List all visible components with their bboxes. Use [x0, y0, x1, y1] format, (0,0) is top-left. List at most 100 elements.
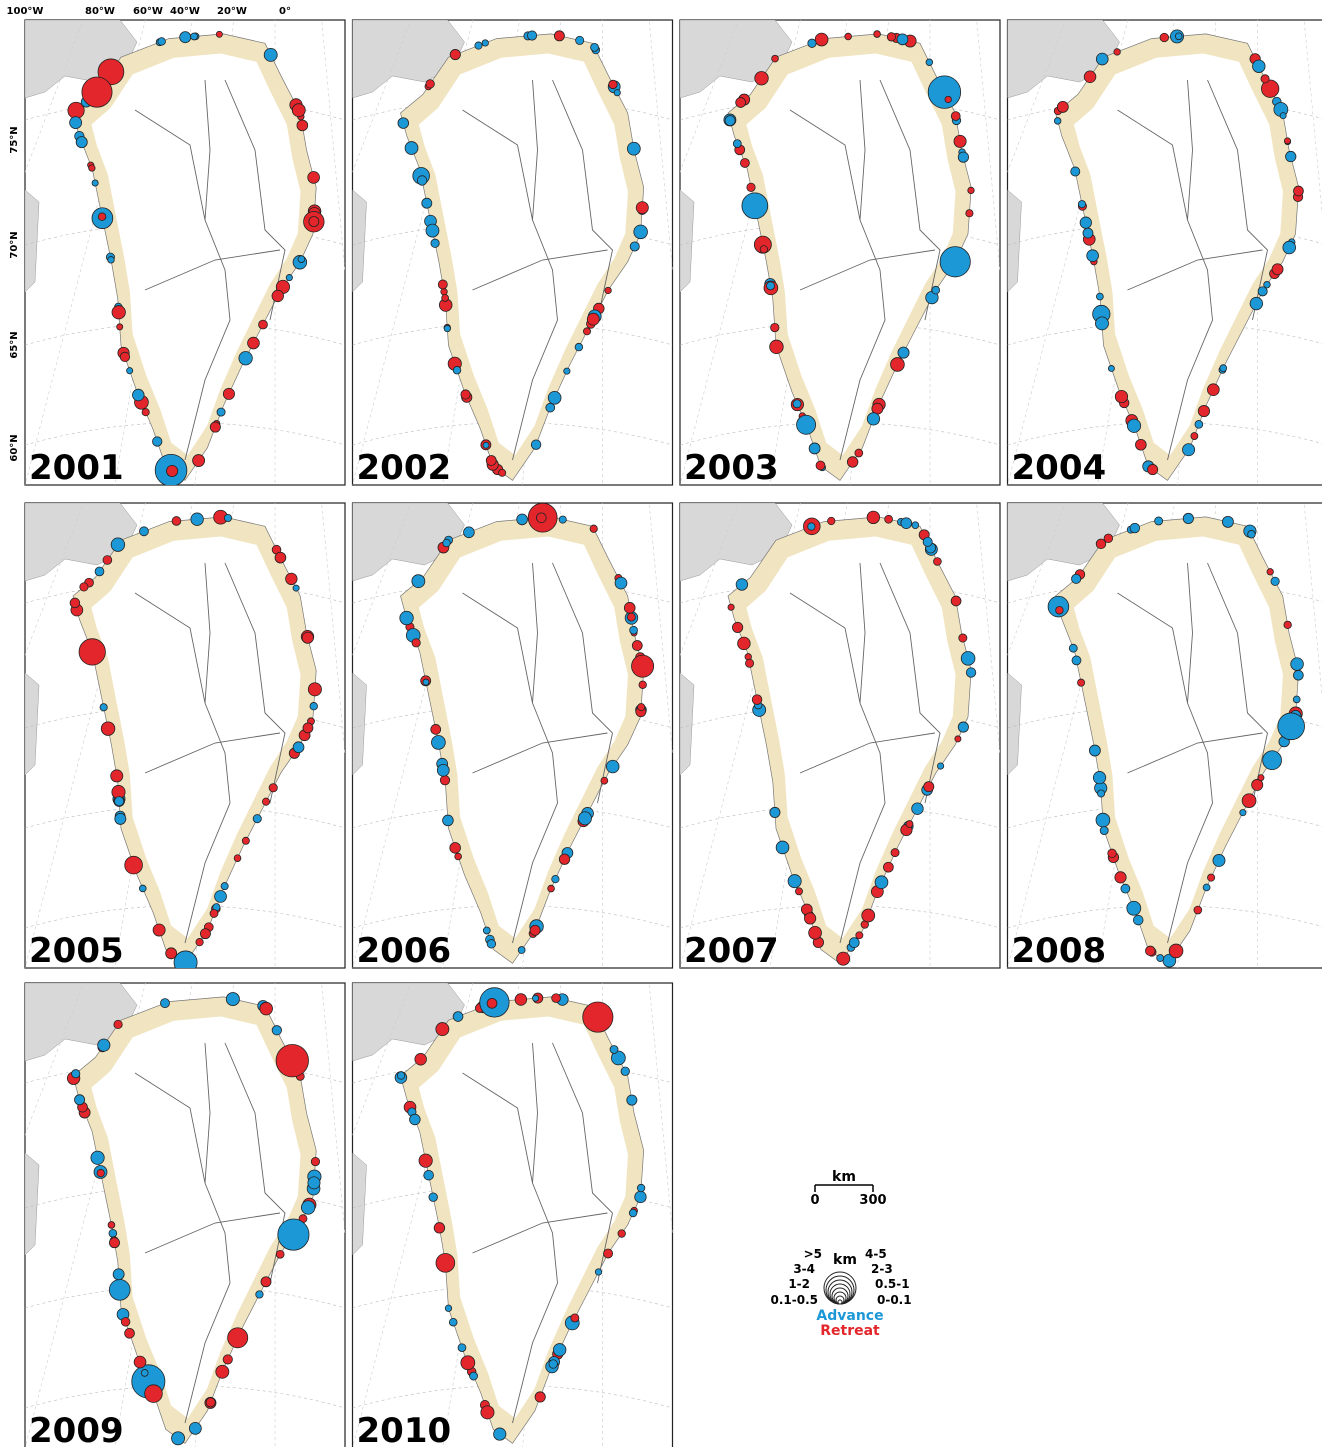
longitude-label: 0° [279, 6, 291, 17]
glacier-marker [736, 579, 748, 591]
glacier-marker [482, 40, 488, 46]
glacier-marker [1220, 365, 1227, 372]
glacier-marker [397, 1072, 405, 1080]
glacier-marker [747, 183, 755, 191]
glacier-marker [552, 994, 561, 1003]
glacier-marker [303, 723, 313, 733]
glacier-marker [1213, 854, 1225, 866]
glacier-marker [1183, 513, 1193, 523]
glacier-marker [139, 527, 148, 536]
glacier-marker [1240, 810, 1246, 816]
glacier-marker [583, 1002, 613, 1032]
glacier-marker [309, 216, 319, 226]
glacier-marker [738, 637, 751, 650]
glacier-marker [450, 842, 461, 853]
glacier-marker [966, 210, 973, 217]
glacier-marker [174, 951, 197, 974]
glacier-marker [815, 33, 828, 46]
glacier-marker [1203, 884, 1210, 891]
glacier-marker [461, 1356, 475, 1370]
glacier-marker [770, 340, 784, 354]
glacier-marker [412, 575, 425, 588]
glacier-marker [867, 413, 879, 425]
glacier-marker [891, 358, 905, 372]
glacier-marker [527, 31, 536, 40]
glacier-marker [152, 437, 161, 446]
glacier-marker [1294, 186, 1304, 196]
glacier-marker [210, 910, 218, 918]
glacier-marker [445, 1305, 451, 1311]
glacier-marker [1096, 813, 1110, 827]
glacier-marker [1078, 201, 1085, 208]
glacier-marker [98, 213, 106, 221]
glacier-marker [127, 368, 133, 374]
glacier-marker [615, 577, 627, 589]
glacier-marker [134, 1356, 146, 1368]
glacier-marker [1072, 656, 1081, 665]
glacier-marker [193, 455, 205, 467]
glacier-marker [614, 90, 620, 96]
glacier-marker [308, 683, 321, 696]
glacier-marker [483, 927, 490, 934]
glacier-marker [1057, 101, 1068, 112]
glacier-marker [518, 947, 525, 954]
glacier-marker [215, 890, 227, 902]
glacier-marker [189, 1422, 201, 1434]
glacier-marker [109, 1229, 117, 1237]
longitude-label: 20°W [217, 6, 247, 17]
glacier-marker [308, 172, 320, 184]
glacier-marker [224, 514, 231, 521]
glacier-marker [515, 994, 527, 1006]
glacier-marker [740, 158, 749, 167]
glacier-marker [139, 885, 146, 892]
glacier-marker [1121, 884, 1130, 893]
glacier-marker [788, 875, 801, 888]
glacier-marker [111, 538, 125, 552]
glacier-marker [1096, 293, 1103, 300]
glacier-marker [1108, 849, 1117, 858]
glacier-marker [639, 681, 647, 689]
glacier-marker [431, 724, 441, 734]
glacier-marker [742, 193, 768, 219]
latitude-label: 60°N [9, 434, 20, 461]
glacier-marker [1248, 530, 1256, 538]
glacier-marker [1284, 621, 1291, 628]
glacier-marker [1083, 228, 1093, 238]
glacier-marker [494, 1428, 506, 1440]
glacier-marker [606, 760, 619, 773]
size-unit: km [833, 1252, 857, 1268]
glacier-marker [443, 539, 451, 547]
glacier-marker [632, 655, 654, 677]
glacier-marker [70, 598, 80, 608]
year-label: 2005 [29, 931, 124, 971]
glacier-marker [475, 42, 482, 49]
glacier-marker [423, 679, 429, 685]
glacier-marker [264, 48, 277, 61]
glacier-marker [635, 1191, 646, 1202]
glacier-marker [1207, 874, 1214, 881]
glacier-marker [591, 43, 599, 51]
glacier-marker [483, 442, 489, 448]
glacier-marker [549, 1360, 557, 1368]
glacier-marker [1077, 679, 1084, 686]
glacier-marker [1157, 955, 1164, 962]
glacier-marker [770, 807, 780, 817]
glacier-marker [1291, 658, 1304, 671]
glacier-marker [1183, 444, 1195, 456]
glacier-marker [419, 1154, 432, 1167]
glacier-marker [1272, 264, 1283, 275]
glacier-marker [1100, 827, 1108, 835]
glacier-marker [242, 837, 249, 844]
glacier-marker [248, 337, 260, 349]
glacier-marker [1160, 33, 1169, 42]
glacier-marker [891, 849, 899, 857]
glacier-marker [424, 1170, 434, 1180]
glacier-marker [103, 556, 112, 565]
glacier-marker [405, 142, 418, 155]
glacier-marker [632, 641, 642, 651]
glacier-marker [311, 1157, 319, 1165]
glacier-marker [808, 523, 815, 530]
glacier-marker [862, 909, 875, 922]
glacier-marker [1127, 901, 1141, 915]
glacier-marker [308, 1177, 320, 1189]
